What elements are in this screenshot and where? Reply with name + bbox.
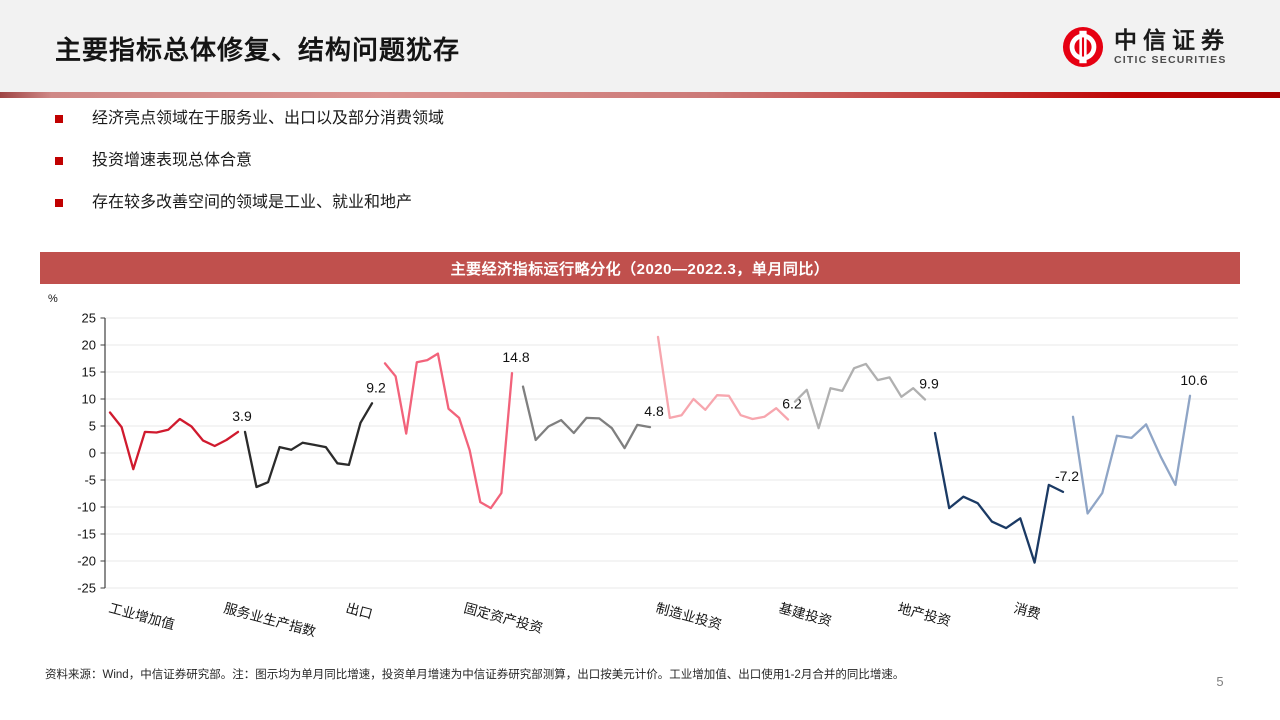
series-line-出口 xyxy=(383,352,514,510)
y-axis-label: -25 xyxy=(77,581,96,596)
header-accent-bar xyxy=(0,92,1280,98)
economic-indicators-chart: % 25 20 15 10 5 0 -5 -10 -15 -20 -25 3.9 9.2 14.8 4.8 6.… xyxy=(40,290,1240,640)
data-label: -7.2 xyxy=(1055,468,1079,484)
data-label: 9.2 xyxy=(366,379,386,395)
bullet-item: 经济亮点领域在于服务业、出口以及部分消费领域 xyxy=(55,110,955,128)
x-axis-label: 固定资产投资 xyxy=(462,600,544,635)
series-line-基建投资 xyxy=(793,362,927,430)
x-axis-label: 服务业生产指数 xyxy=(222,600,318,639)
y-axis-label: -20 xyxy=(77,554,96,569)
x-axis-label: 基建投资 xyxy=(777,599,833,628)
data-label: 10.6 xyxy=(1180,372,1207,388)
bullet-list: 经济亮点领域在于服务业、出口以及部分消费领域 投资增速表现总体合意 存在较多改善… xyxy=(55,110,955,236)
bullet-item: 投资增速表现总体合意 xyxy=(55,152,955,170)
y-axis-label: 10 xyxy=(82,392,96,407)
chart-title: 主要经济指标运行略分化（2020—2022.3，单月同比） xyxy=(450,260,830,278)
y-axis-label: 5 xyxy=(89,419,96,434)
bullet-text: 存在较多改善空间的领域是工业、就业和地产 xyxy=(92,194,413,211)
bullet-square-icon xyxy=(55,199,63,207)
citic-logo-icon xyxy=(1062,26,1104,68)
y-axis-label: -5 xyxy=(84,473,96,488)
chart-title-banner: 主要经济指标运行略分化（2020—2022.3，单月同比） xyxy=(40,252,1240,284)
header-strip: 主要指标总体修复、结构问题犹存 中信证券 CITIC SECURITIES xyxy=(0,0,1280,92)
y-axis-label: 20 xyxy=(82,338,96,353)
series-line-固定资产投资 xyxy=(521,385,652,450)
page-number: 5 xyxy=(1216,674,1224,689)
bullet-square-icon xyxy=(55,157,63,165)
bullet-text: 经济亮点领域在于服务业、出口以及部分消费领域 xyxy=(92,110,445,127)
citic-logo-text: 中信证券 CITIC SECURITIES xyxy=(1114,28,1230,66)
bullet-square-icon xyxy=(55,115,63,123)
page-title: 主要指标总体修复、结构问题犹存 xyxy=(55,35,461,65)
y-axis-label: -15 xyxy=(77,527,96,542)
data-label: 9.9 xyxy=(919,376,939,392)
y-axis-label: 25 xyxy=(82,311,96,326)
y-axis-label: 15 xyxy=(82,365,96,380)
x-axis-label: 地产投资 xyxy=(896,600,952,628)
y-axis-label: -10 xyxy=(77,500,96,515)
x-axis-label: 出口 xyxy=(344,600,374,621)
x-axis-label: 制造业投资 xyxy=(654,600,723,632)
citic-logo: 中信证券 CITIC SECURITIES xyxy=(1062,26,1230,68)
series-line-工业增加值 xyxy=(108,411,240,471)
series-line-消费 xyxy=(1071,394,1192,515)
y-axis-label: 0 xyxy=(89,446,96,461)
logo-cn: 中信证券 xyxy=(1114,27,1230,53)
data-label: 14.8 xyxy=(502,349,529,365)
series-line-制造业投资 xyxy=(656,335,790,421)
series-line-服务业生产指数 xyxy=(243,402,374,489)
x-axis-label: 工业增加值 xyxy=(107,600,176,632)
logo-en: CITIC SECURITIES xyxy=(1114,54,1227,66)
data-label: 4.8 xyxy=(644,403,664,419)
bullet-text: 投资增速表现总体合意 xyxy=(92,152,253,169)
data-label: 3.9 xyxy=(232,408,252,424)
y-axis-unit: % xyxy=(48,293,58,305)
x-axis-label: 消费 xyxy=(1012,600,1042,621)
series-line-地产投资 xyxy=(933,431,1065,564)
bullet-item: 存在较多改善空间的领域是工业、就业和地产 xyxy=(55,194,955,212)
source-note: 资料来源：Wind，中信证券研究部。注：图示均为单月同比增速，投资单月增速为中信… xyxy=(45,669,905,681)
